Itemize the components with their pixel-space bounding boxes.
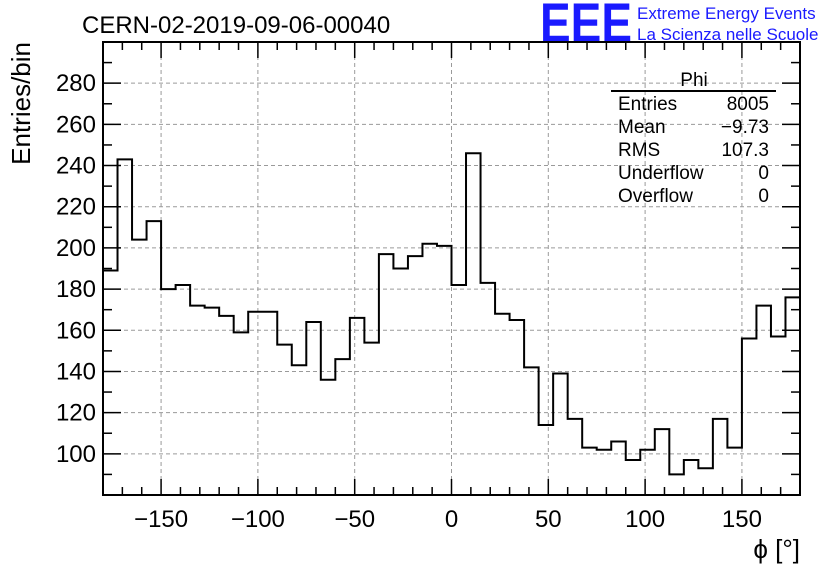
x-tick-label: 50	[535, 506, 562, 533]
stats-row-label: Mean	[618, 117, 666, 138]
stats-row-value: −9.73	[721, 117, 769, 138]
y-tick-label: 160	[56, 317, 96, 344]
y-tick-label: 280	[56, 70, 96, 97]
logo-mark: EEE	[540, 0, 632, 54]
stats-row-value: 107.3	[721, 140, 769, 161]
stats-row-label: RMS	[618, 140, 660, 161]
y-tick-label: 140	[56, 358, 96, 385]
x-tick-label: 150	[722, 506, 762, 533]
histogram-series-line	[102, 152, 801, 495]
y-tick-label: 200	[56, 235, 96, 262]
stats-row-value: 8005	[727, 94, 769, 115]
y-axis: 100 120 140 160 180 200 220 240 260 280	[56, 41, 800, 476]
logo-line-2: La Scienza nelle Scuole	[637, 25, 818, 44]
y-axis-label: Entries/bin	[6, 42, 36, 165]
x-axis: −150 −100 −50 0 50 100 150	[102, 42, 801, 533]
stats-box: Phi Entries 8005 Mean −9.73 RMS 107.3 Un…	[611, 70, 776, 207]
x-tick-label: 0	[445, 506, 458, 533]
x-axis-label: ϕ [°]	[753, 534, 800, 564]
y-tick-label: 260	[56, 111, 96, 138]
logo-line-1: Extreme Energy Events	[637, 4, 816, 23]
stats-row-value: 0	[758, 163, 769, 184]
y-tick-label: 240	[56, 153, 96, 180]
stats-row-value: 0	[758, 186, 769, 207]
y-tick-label: 100	[56, 441, 96, 468]
stats-box-title: Phi	[680, 70, 707, 91]
y-tick-label: 120	[56, 400, 96, 427]
stats-row-label: Entries	[618, 94, 677, 115]
y-tick-label: 180	[56, 276, 96, 303]
x-tick-label: −100	[231, 506, 285, 533]
y-tick-label: 220	[56, 194, 96, 221]
stats-row-label: Underflow	[618, 163, 704, 184]
x-tick-label: 100	[625, 506, 665, 533]
x-tick-label: −150	[134, 506, 188, 533]
x-tick-label: −50	[334, 506, 375, 533]
stats-row-label: Overflow	[618, 186, 693, 207]
eee-logo: EEE Extreme Energy Events La Scienza nel…	[540, 0, 818, 54]
chart-title: CERN-02-2019-09-06-00040	[82, 12, 390, 39]
